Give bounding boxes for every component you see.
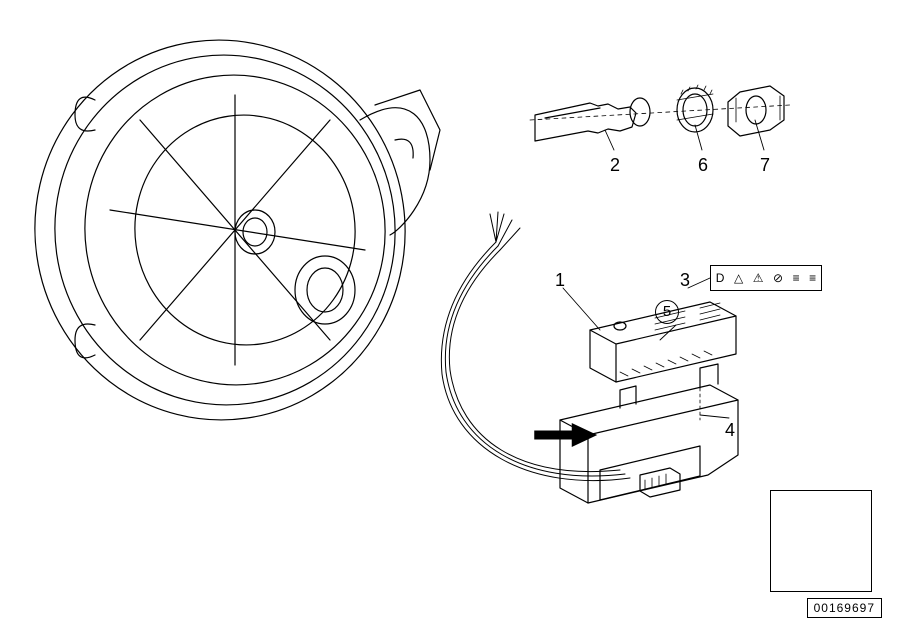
warning-glyph: ≡ (793, 271, 800, 285)
warning-glyph: △ (734, 271, 743, 285)
warning-glyph: D (716, 271, 725, 285)
diagram-svg (0, 0, 900, 636)
warning-label: D △ ⚠ ⊘ ≡ ≡ (710, 265, 822, 291)
callout-1: 1 (555, 270, 565, 291)
screw-detail-box (770, 490, 872, 592)
wire-harness (441, 212, 630, 481)
callout-2: 2 (610, 155, 620, 176)
diagram-stage: { "meta": { "part_number": "00169697", "… (0, 0, 900, 636)
warning-glyph: ≡ (809, 271, 816, 285)
callout-7: 7 (760, 155, 770, 176)
callout-4: 4 (725, 420, 735, 441)
warning-glyph: ⊘ (773, 271, 783, 285)
bulb-assembly (530, 85, 790, 141)
warning-glyph: ⚠ (753, 271, 764, 285)
socket-cap (728, 86, 784, 136)
headlight-housing (10, 16, 440, 444)
xenon-bulb (535, 98, 650, 141)
callout-6: 6 (698, 155, 708, 176)
callout-3: 3 (680, 270, 690, 291)
callout-5-circled: 5 (655, 300, 679, 324)
part-number: 00169697 (807, 598, 882, 618)
